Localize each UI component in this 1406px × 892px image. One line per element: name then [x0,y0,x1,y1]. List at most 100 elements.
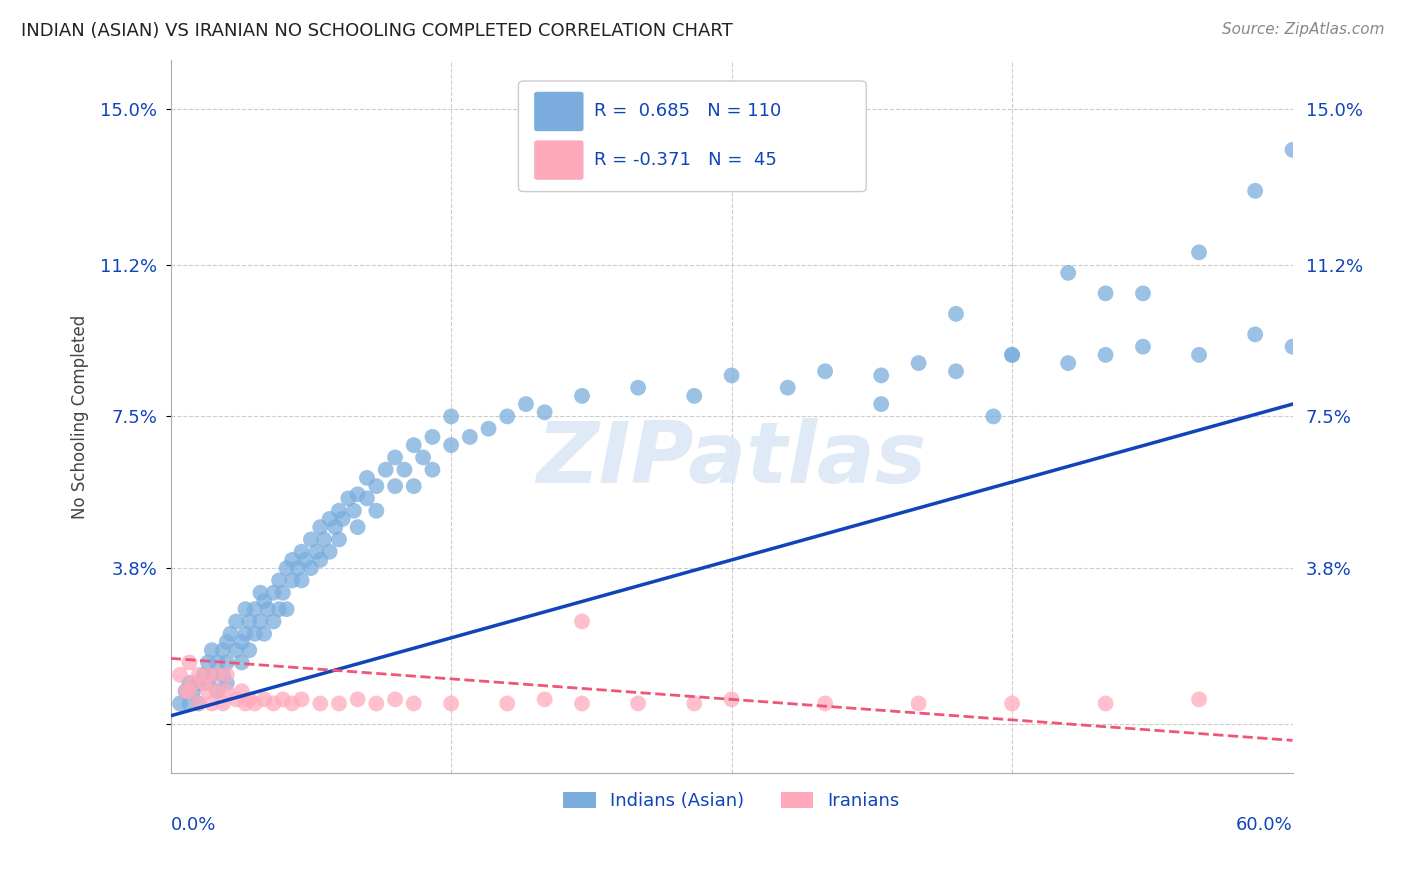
Point [374,463,396,477]
Point [683,389,706,403]
Point [201,697,224,711]
Point [253,692,276,706]
Point [309,697,332,711]
Point [402,697,425,711]
Point [394,463,416,477]
Point [187,667,209,681]
Point [309,520,332,534]
Point [169,667,191,681]
FancyBboxPatch shape [534,140,583,180]
Point [412,450,434,465]
Point [169,697,191,711]
Point [181,676,204,690]
Point [870,397,893,411]
Point [458,430,481,444]
Point [1094,348,1116,362]
Point [1281,143,1303,157]
Point [212,667,235,681]
Point [187,676,209,690]
Point [533,405,555,419]
Point [309,553,332,567]
Point [263,586,285,600]
Point [238,643,260,657]
Point [1281,340,1303,354]
Point [179,697,201,711]
Point [402,438,425,452]
Point [187,697,209,711]
Point [290,574,312,588]
Point [332,512,354,526]
Point [231,656,253,670]
Point [179,684,201,698]
Point [1132,340,1154,354]
Text: 0.0%: 0.0% [170,816,217,834]
Point [440,697,463,711]
Point [225,643,247,657]
Point [515,397,537,411]
Point [181,684,204,698]
Point [207,656,229,670]
Text: R =  0.685   N = 110: R = 0.685 N = 110 [593,103,780,120]
Point [215,656,238,670]
Point [328,504,350,518]
Point [179,656,201,670]
Point [627,381,650,395]
Point [197,684,219,698]
Point [1001,348,1024,362]
Point [1001,697,1024,711]
Point [1001,348,1024,362]
Point [323,520,346,534]
Point [356,491,378,506]
Text: INDIAN (ASIAN) VS IRANIAN NO SCHOOLING COMPLETED CORRELATION CHART: INDIAN (ASIAN) VS IRANIAN NO SCHOOLING C… [21,22,733,40]
Point [249,615,271,629]
Point [337,491,360,506]
Point [683,697,706,711]
Point [312,533,335,547]
Point [366,504,388,518]
Point [179,676,201,690]
Point [1132,286,1154,301]
Point [271,586,294,600]
Point [1057,356,1080,370]
Point [225,615,247,629]
Point [201,643,224,657]
Point [215,684,238,698]
Point [1188,348,1211,362]
Point [384,479,406,493]
Point [422,463,444,477]
Point [907,356,929,370]
Point [231,684,253,698]
Text: 60.0%: 60.0% [1236,816,1292,834]
Point [290,692,312,706]
Point [720,692,742,706]
Point [238,615,260,629]
Point [281,574,304,588]
Point [571,615,593,629]
Point [571,697,593,711]
Point [533,692,555,706]
Point [346,520,368,534]
Point [249,586,271,600]
Point [197,667,219,681]
Point [235,697,257,711]
Point [402,479,425,493]
Point [814,697,837,711]
Point [281,697,304,711]
Point [422,430,444,444]
Point [201,667,224,681]
Legend: Indians (Asian), Iranians: Indians (Asian), Iranians [557,785,907,818]
Point [477,422,499,436]
Text: Source: ZipAtlas.com: Source: ZipAtlas.com [1222,22,1385,37]
Text: R = -0.371   N =  45: R = -0.371 N = 45 [593,151,776,169]
Point [343,504,366,518]
Point [1094,286,1116,301]
Point [440,438,463,452]
Point [356,471,378,485]
Point [776,381,799,395]
Point [238,692,260,706]
Point [496,697,519,711]
Point [271,692,294,706]
Point [231,635,253,649]
Point [263,615,285,629]
Point [907,697,929,711]
